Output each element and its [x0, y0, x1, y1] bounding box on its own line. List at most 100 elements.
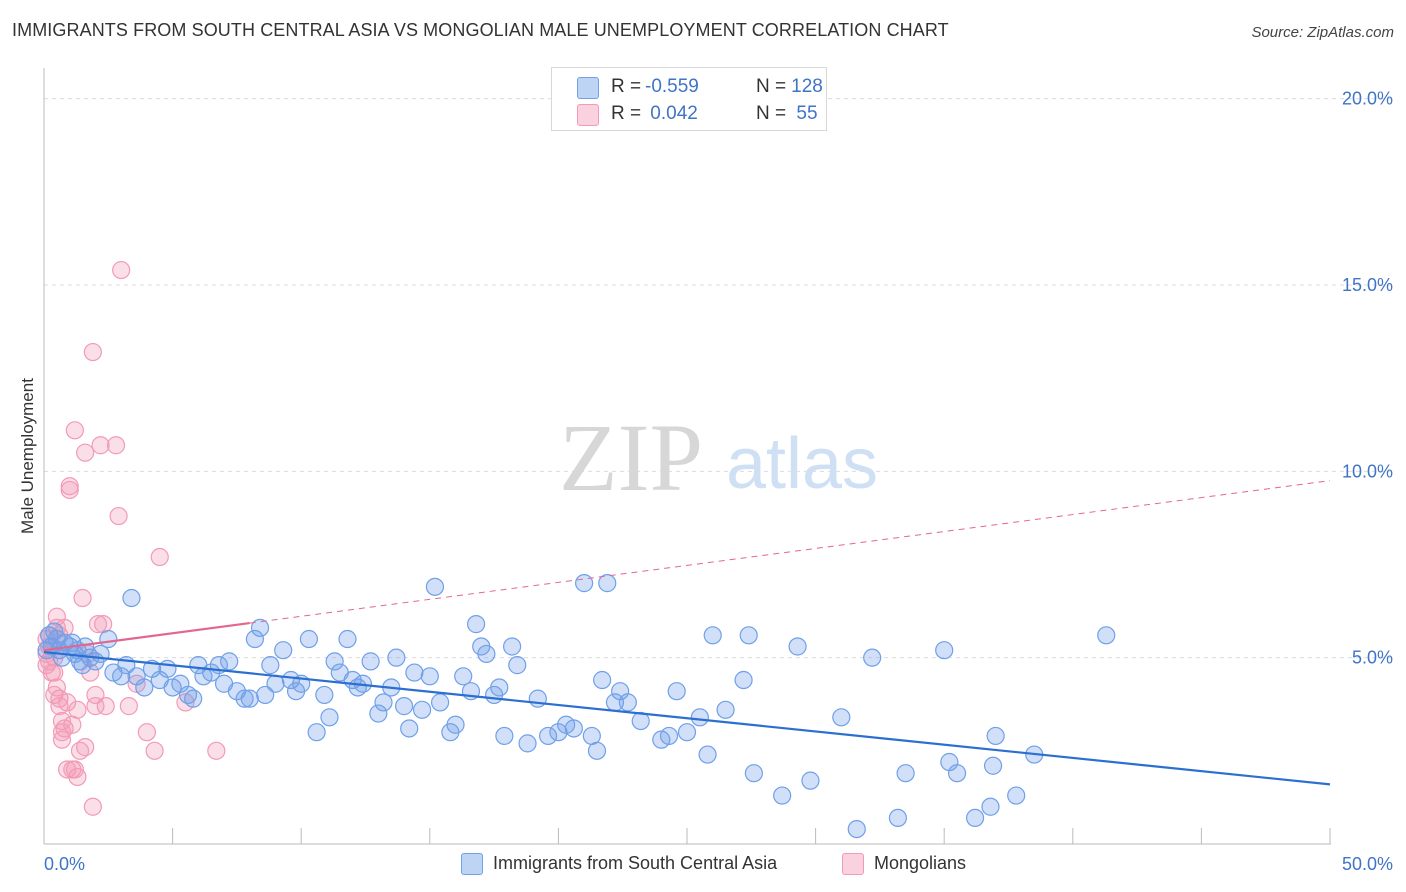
watermark: ZIP atlas: [559, 404, 878, 511]
data-point: [446, 715, 465, 734]
data-point: [801, 771, 820, 790]
data-point: [135, 678, 154, 697]
data-point: [477, 644, 496, 664]
bottom-legend-label: Immigrants from South Central Asia: [493, 853, 778, 873]
data-point: [68, 700, 87, 719]
data-point: [1097, 626, 1116, 645]
data-point: [490, 678, 509, 697]
data-point: [503, 637, 522, 656]
x-tick-labels: 0.0% 50.0%: [44, 854, 1393, 874]
data-point: [788, 637, 807, 656]
data-point: [430, 693, 450, 712]
data-point: [207, 741, 226, 760]
data-point: [58, 693, 77, 712]
y-tick-label: 5.0%: [1352, 648, 1393, 668]
data-point: [394, 697, 414, 716]
data-point: [45, 663, 64, 682]
data-point: [65, 421, 84, 440]
data-point: [137, 723, 156, 742]
data-point: [773, 786, 792, 805]
data-point: [112, 260, 131, 280]
data-point: [466, 615, 486, 634]
data-point: [91, 436, 110, 455]
data-point: [122, 588, 141, 608]
data-point: [261, 656, 280, 675]
source-note: Source: ZipAtlas.com: [1251, 24, 1394, 41]
data-point: [698, 745, 717, 764]
data-point: [320, 708, 339, 727]
data-point: [47, 678, 66, 697]
data-point: [986, 726, 1005, 746]
data-point: [299, 629, 319, 649]
data-point: [307, 723, 326, 742]
trend-lines: [43, 480, 1331, 786]
legend-r-label: R =: [611, 76, 642, 97]
data-point: [420, 667, 439, 686]
y-tick-labels: 5.0% 10.0% 15.0% 20.0%: [1342, 89, 1393, 668]
data-point: [983, 756, 1003, 775]
data-point: [593, 670, 612, 690]
data-point: [256, 685, 275, 705]
data-point: [88, 615, 108, 634]
data-point: [518, 734, 537, 753]
data-point: [65, 760, 84, 779]
data-point: [338, 629, 357, 649]
data-point: [981, 797, 1000, 816]
data-point: [598, 574, 617, 593]
data-point: [965, 808, 985, 828]
trend-line-mongolians-dashed: [249, 480, 1331, 624]
data-point: [158, 659, 177, 678]
data-point: [235, 689, 254, 708]
bottom-legend-swatch-blue: [461, 853, 483, 875]
data-point: [947, 764, 967, 783]
data-point: [52, 648, 72, 667]
x-tick-label-max: 50.0%: [1342, 854, 1393, 874]
data-point: [896, 764, 915, 783]
data-point: [690, 708, 709, 727]
data-point: [412, 700, 432, 719]
data-point: [274, 641, 293, 660]
data-point: [73, 656, 92, 675]
legend-r-value: -0.559: [645, 76, 699, 97]
data-point: [667, 682, 686, 701]
data-point: [716, 700, 735, 719]
data-point: [744, 764, 763, 783]
data-point: [935, 641, 954, 660]
legend-r-label: R =: [611, 103, 642, 124]
y-tick-label: 20.0%: [1342, 89, 1393, 109]
data-point: [81, 663, 100, 682]
data-point: [184, 689, 203, 708]
data-point: [847, 819, 866, 839]
data-point: [240, 689, 259, 708]
data-point: [58, 760, 77, 779]
data-point: [400, 719, 419, 738]
legend-r-value: 0.042: [645, 103, 698, 124]
data-point: [245, 629, 265, 649]
y-tick-label: 15.0%: [1342, 275, 1393, 295]
data-point: [83, 342, 102, 362]
data-point: [91, 644, 110, 664]
data-point: [425, 577, 445, 596]
legend-n-value: 128: [791, 76, 823, 97]
data-point: [374, 693, 393, 712]
data-point: [119, 697, 138, 716]
series-south-central-asia: [37, 574, 1116, 839]
legend-n-label: N =: [756, 76, 787, 97]
data-point: [96, 697, 115, 716]
series-mongolians: [37, 260, 226, 816]
data-point: [739, 626, 758, 645]
data-point: [677, 723, 697, 742]
data-point: [250, 618, 270, 637]
data-point: [266, 674, 285, 693]
legend-swatch-pink: [577, 104, 599, 126]
data-point: [68, 767, 87, 787]
data-point: [564, 719, 583, 738]
data-point: [361, 652, 380, 671]
data-point: [508, 656, 527, 675]
data-point: [220, 652, 239, 671]
y-tick-label: 10.0%: [1342, 461, 1393, 481]
data-point: [112, 667, 131, 686]
watermark-atlas: atlas: [726, 424, 878, 504]
data-point: [832, 708, 851, 727]
